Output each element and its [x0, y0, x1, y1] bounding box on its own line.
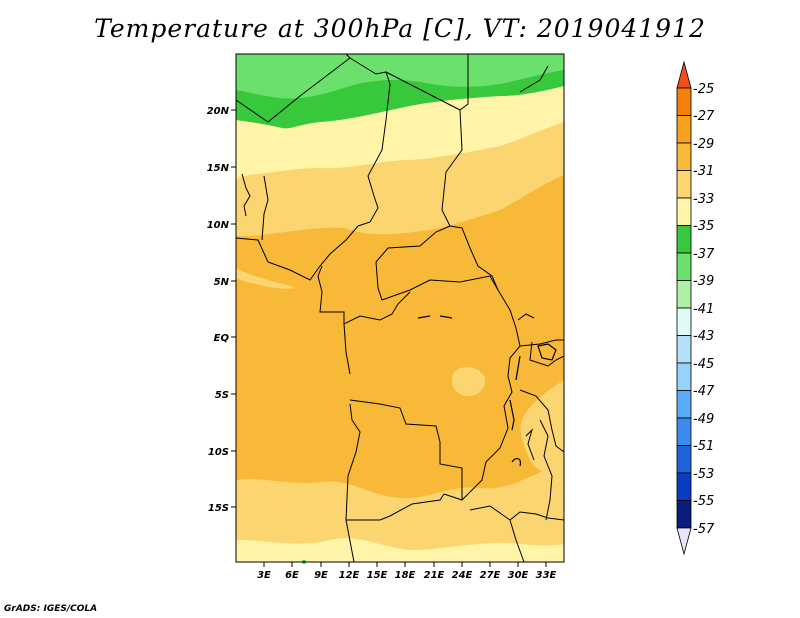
colorbar-label-39: -39	[693, 274, 714, 289]
map-title: Temperature at 300hPa [C], VT: 201904191…	[94, 14, 706, 43]
lon-label-18e: 18E	[395, 570, 416, 581]
colorbar-box-10	[676, 362, 692, 391]
colorbar-box-8	[676, 307, 692, 336]
lon-label-30e: 30E	[508, 570, 529, 581]
lakes	[417, 315, 557, 467]
lat-label-5s: 5S	[215, 390, 229, 401]
lon-label-33e: 33E	[536, 570, 557, 581]
colorbar: -25 -27 -29 -31 -33 -35 -37 -39 -41 -43 …	[676, 60, 715, 556]
colorbar-top-arrow	[676, 60, 692, 89]
credit-text: GrADS: IGES/COLA	[4, 604, 98, 614]
field-band-37	[236, 54, 564, 99]
lon-axis: 3E 6E 9E 12E 15E 18E 21E 24E 27E 30E 33E	[257, 562, 557, 581]
lon-label-15e: 15E	[367, 570, 388, 581]
lat-axis: 20N 15N 10N 5N EQ 5S 10S 15S	[207, 106, 236, 514]
lon-label-6e: 6E	[285, 570, 299, 581]
lon-label-24e: 24E	[452, 570, 473, 581]
lon-label-3e: 3E	[257, 570, 271, 581]
colorbar-label-53: -53	[693, 467, 714, 482]
lat-label-15s: 15S	[208, 503, 229, 514]
colorbar-box-1	[676, 115, 692, 144]
field-patch-31-central	[451, 367, 486, 396]
colorbar-box-0	[676, 87, 692, 116]
colorbar-labels: -25 -27 -29 -31 -33 -35 -37 -39 -41 -43 …	[693, 82, 715, 537]
colorbar-box-3	[676, 170, 692, 199]
lon-label-27e: 27E	[480, 570, 501, 581]
country-borders	[235, 53, 565, 563]
lon-label-21e: 21E	[424, 570, 445, 581]
colorbar-label-41: -41	[693, 302, 714, 317]
lon-label-9e: 9E	[314, 570, 328, 581]
colorbar-box-7	[676, 280, 692, 309]
field-band-33-south	[236, 538, 564, 562]
field-band-31-south	[236, 462, 564, 562]
colorbar-box-12	[676, 417, 692, 446]
lat-label-10s: 10S	[208, 447, 229, 458]
colorbar-label-27: -27	[693, 109, 715, 124]
colorbar-label-43: -43	[693, 329, 714, 344]
colorbar-bottom-arrow	[676, 527, 692, 556]
colorbar-label-33: -33	[693, 192, 714, 207]
colorbar-label-25: -25	[693, 82, 714, 97]
colorbar-label-57: -57	[693, 522, 715, 537]
colorbar-box-2	[676, 142, 692, 171]
map-frame	[235, 53, 565, 563]
lat-label-10n: 10N	[207, 220, 230, 231]
colorbar-box-6	[676, 252, 692, 281]
temperature-field	[236, 54, 564, 562]
field-patch-31-coast	[236, 268, 296, 289]
colorbar-label-35: -35	[693, 219, 714, 234]
lat-label-5n: 5N	[214, 277, 230, 288]
colorbar-label-49: -49	[693, 412, 714, 427]
colorbar-label-51: -51	[693, 439, 714, 454]
colorbar-label-37: -37	[693, 247, 715, 262]
colorbar-box-15	[676, 500, 692, 529]
colorbar-box-5	[676, 225, 692, 254]
map-panel: 20N 15N 10N 5N EQ 5S 10S 15S 3E 6E 9E 12…	[207, 53, 565, 581]
colorbar-box-9	[676, 335, 692, 364]
lat-label-20n: 20N	[207, 106, 230, 117]
colorbar-label-47: -47	[693, 384, 715, 399]
colorbar-box-14	[676, 472, 692, 501]
colorbar-boxes	[676, 87, 692, 529]
lat-label-15n: 15N	[207, 163, 230, 174]
colorbar-box-11	[676, 390, 692, 419]
colorbar-label-45: -45	[693, 357, 714, 372]
colorbar-label-31: -31	[693, 164, 714, 179]
colorbar-box-4	[676, 197, 692, 226]
colorbar-label-55: -55	[693, 494, 714, 509]
colorbar-box-13	[676, 445, 692, 474]
lon-label-12e: 12E	[339, 570, 360, 581]
lat-label-eq: EQ	[214, 333, 230, 344]
colorbar-label-29: -29	[693, 137, 714, 152]
